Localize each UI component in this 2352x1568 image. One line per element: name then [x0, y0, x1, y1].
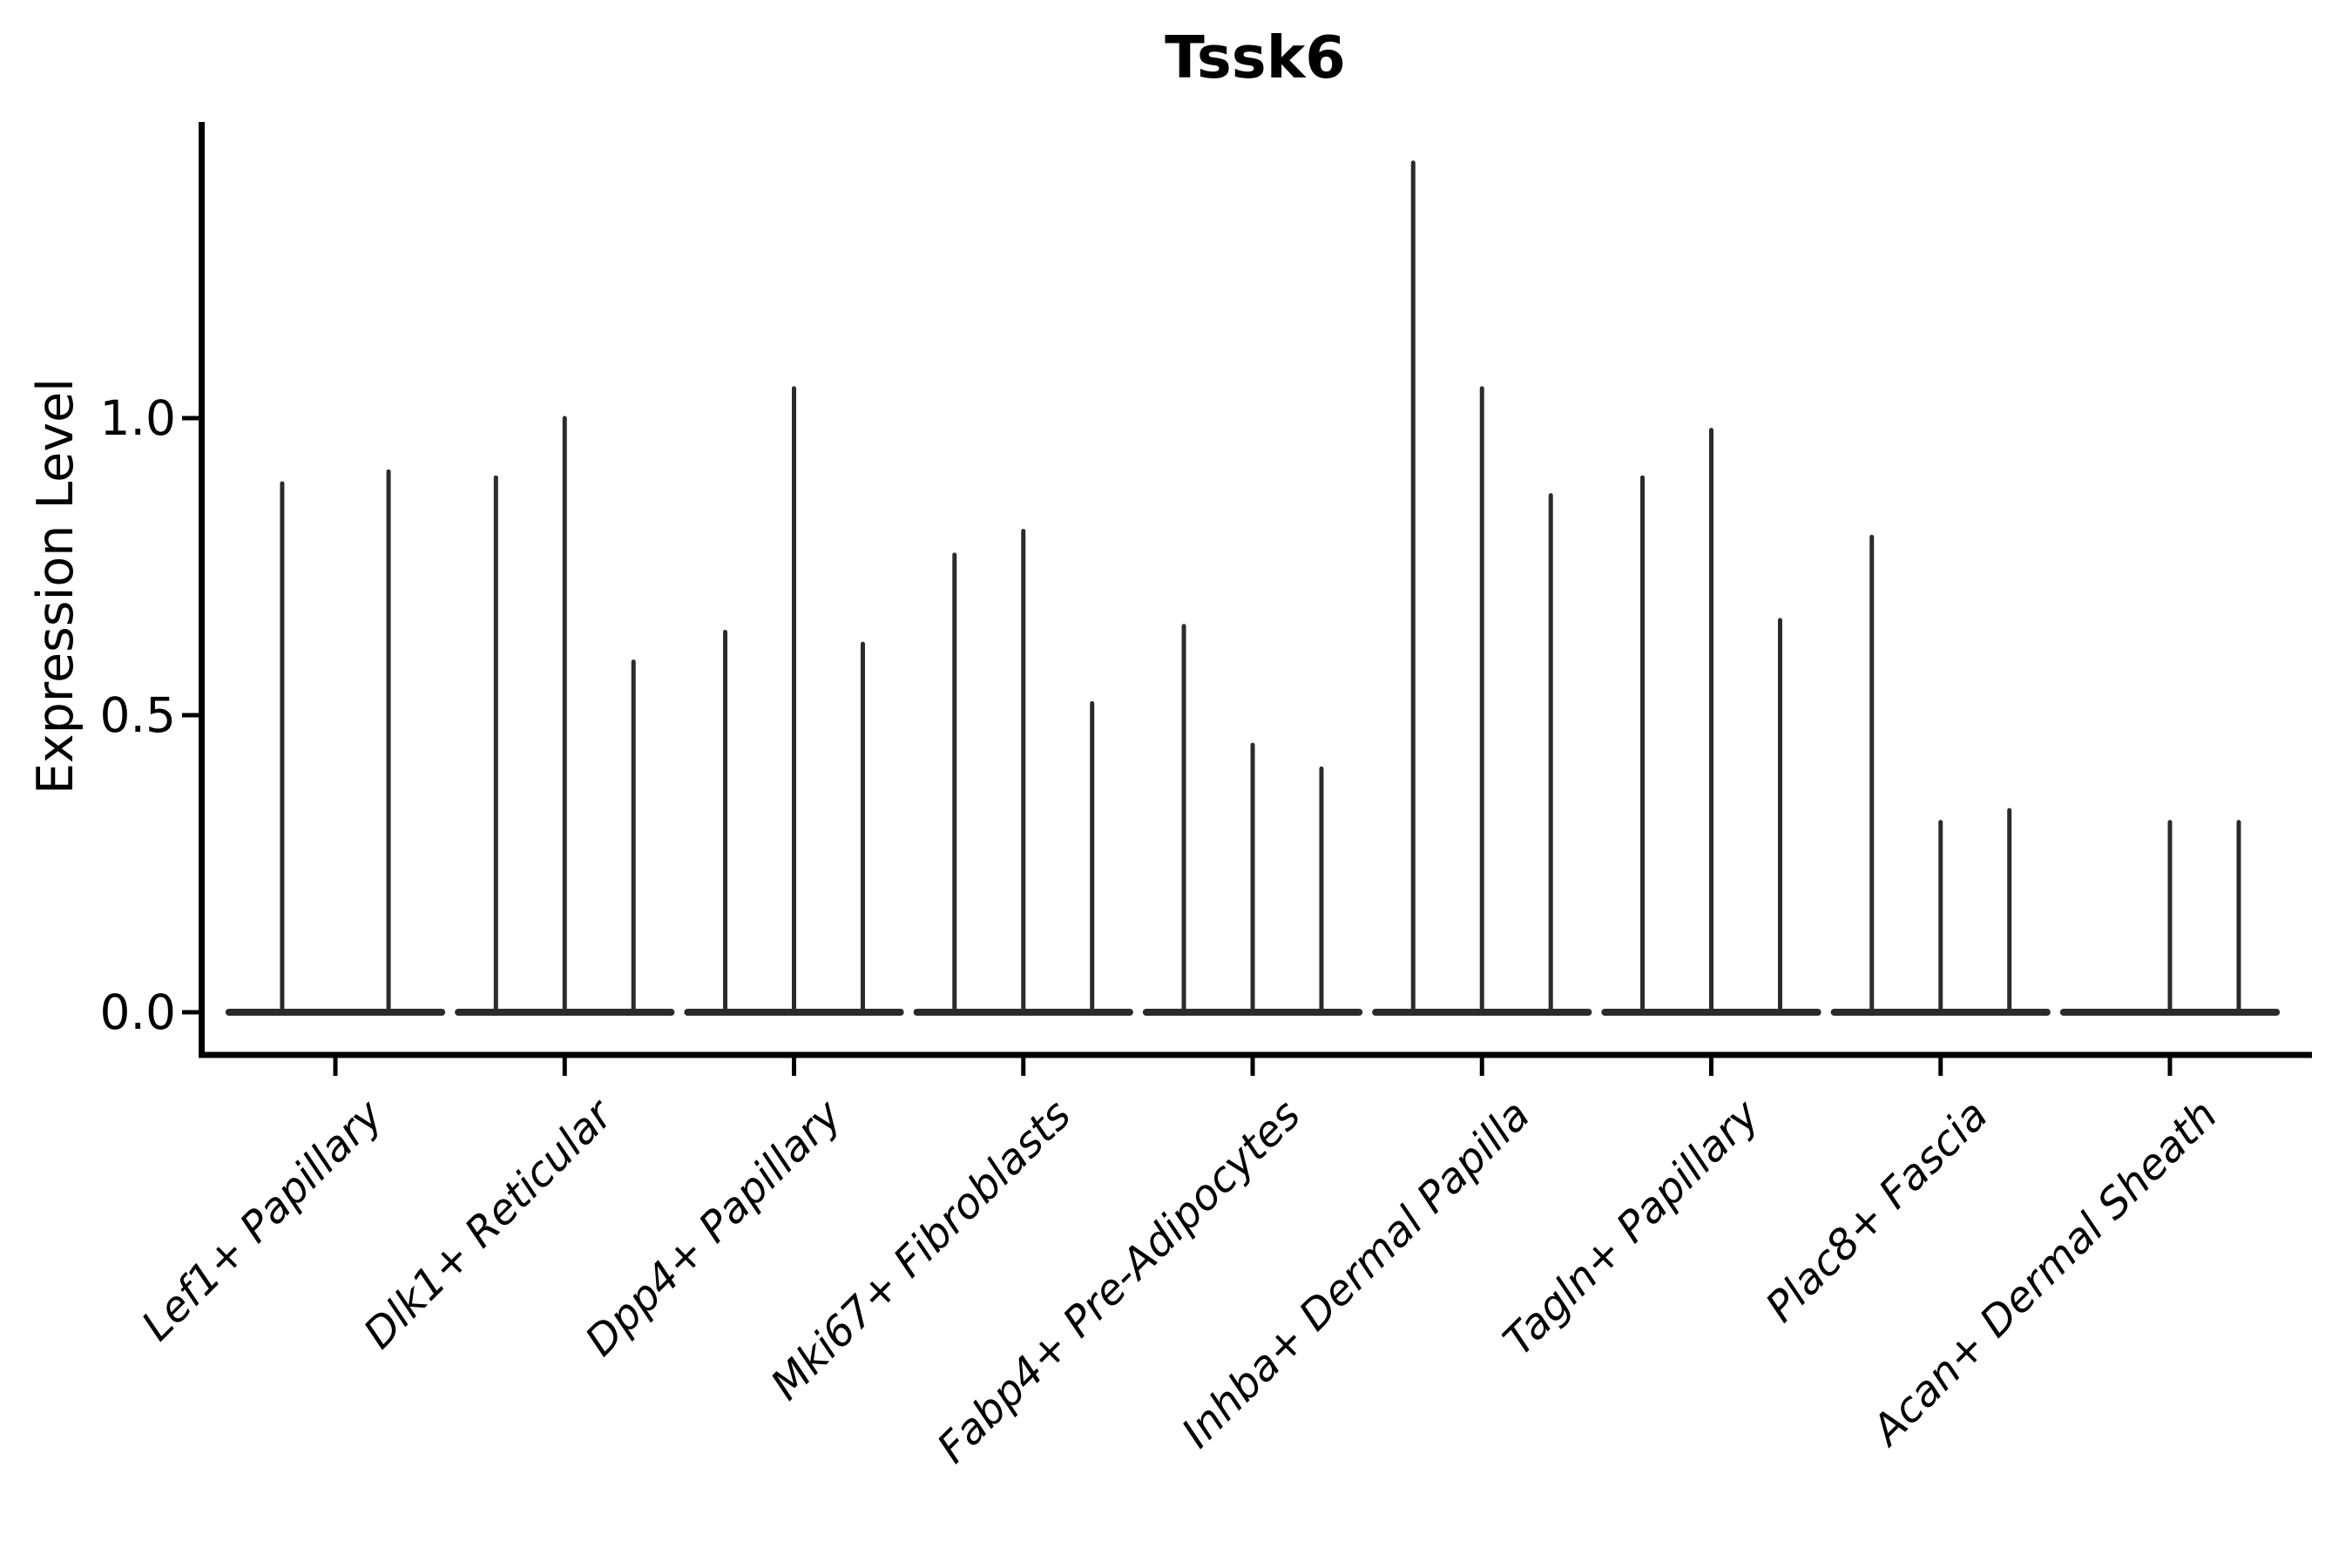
y-tick-label: 0.0 — [99, 984, 176, 1040]
y-tick-label: 1.0 — [99, 390, 176, 446]
y-tick-label: 0.5 — [99, 687, 176, 743]
chart-title: Tssk6 — [1165, 24, 1346, 91]
